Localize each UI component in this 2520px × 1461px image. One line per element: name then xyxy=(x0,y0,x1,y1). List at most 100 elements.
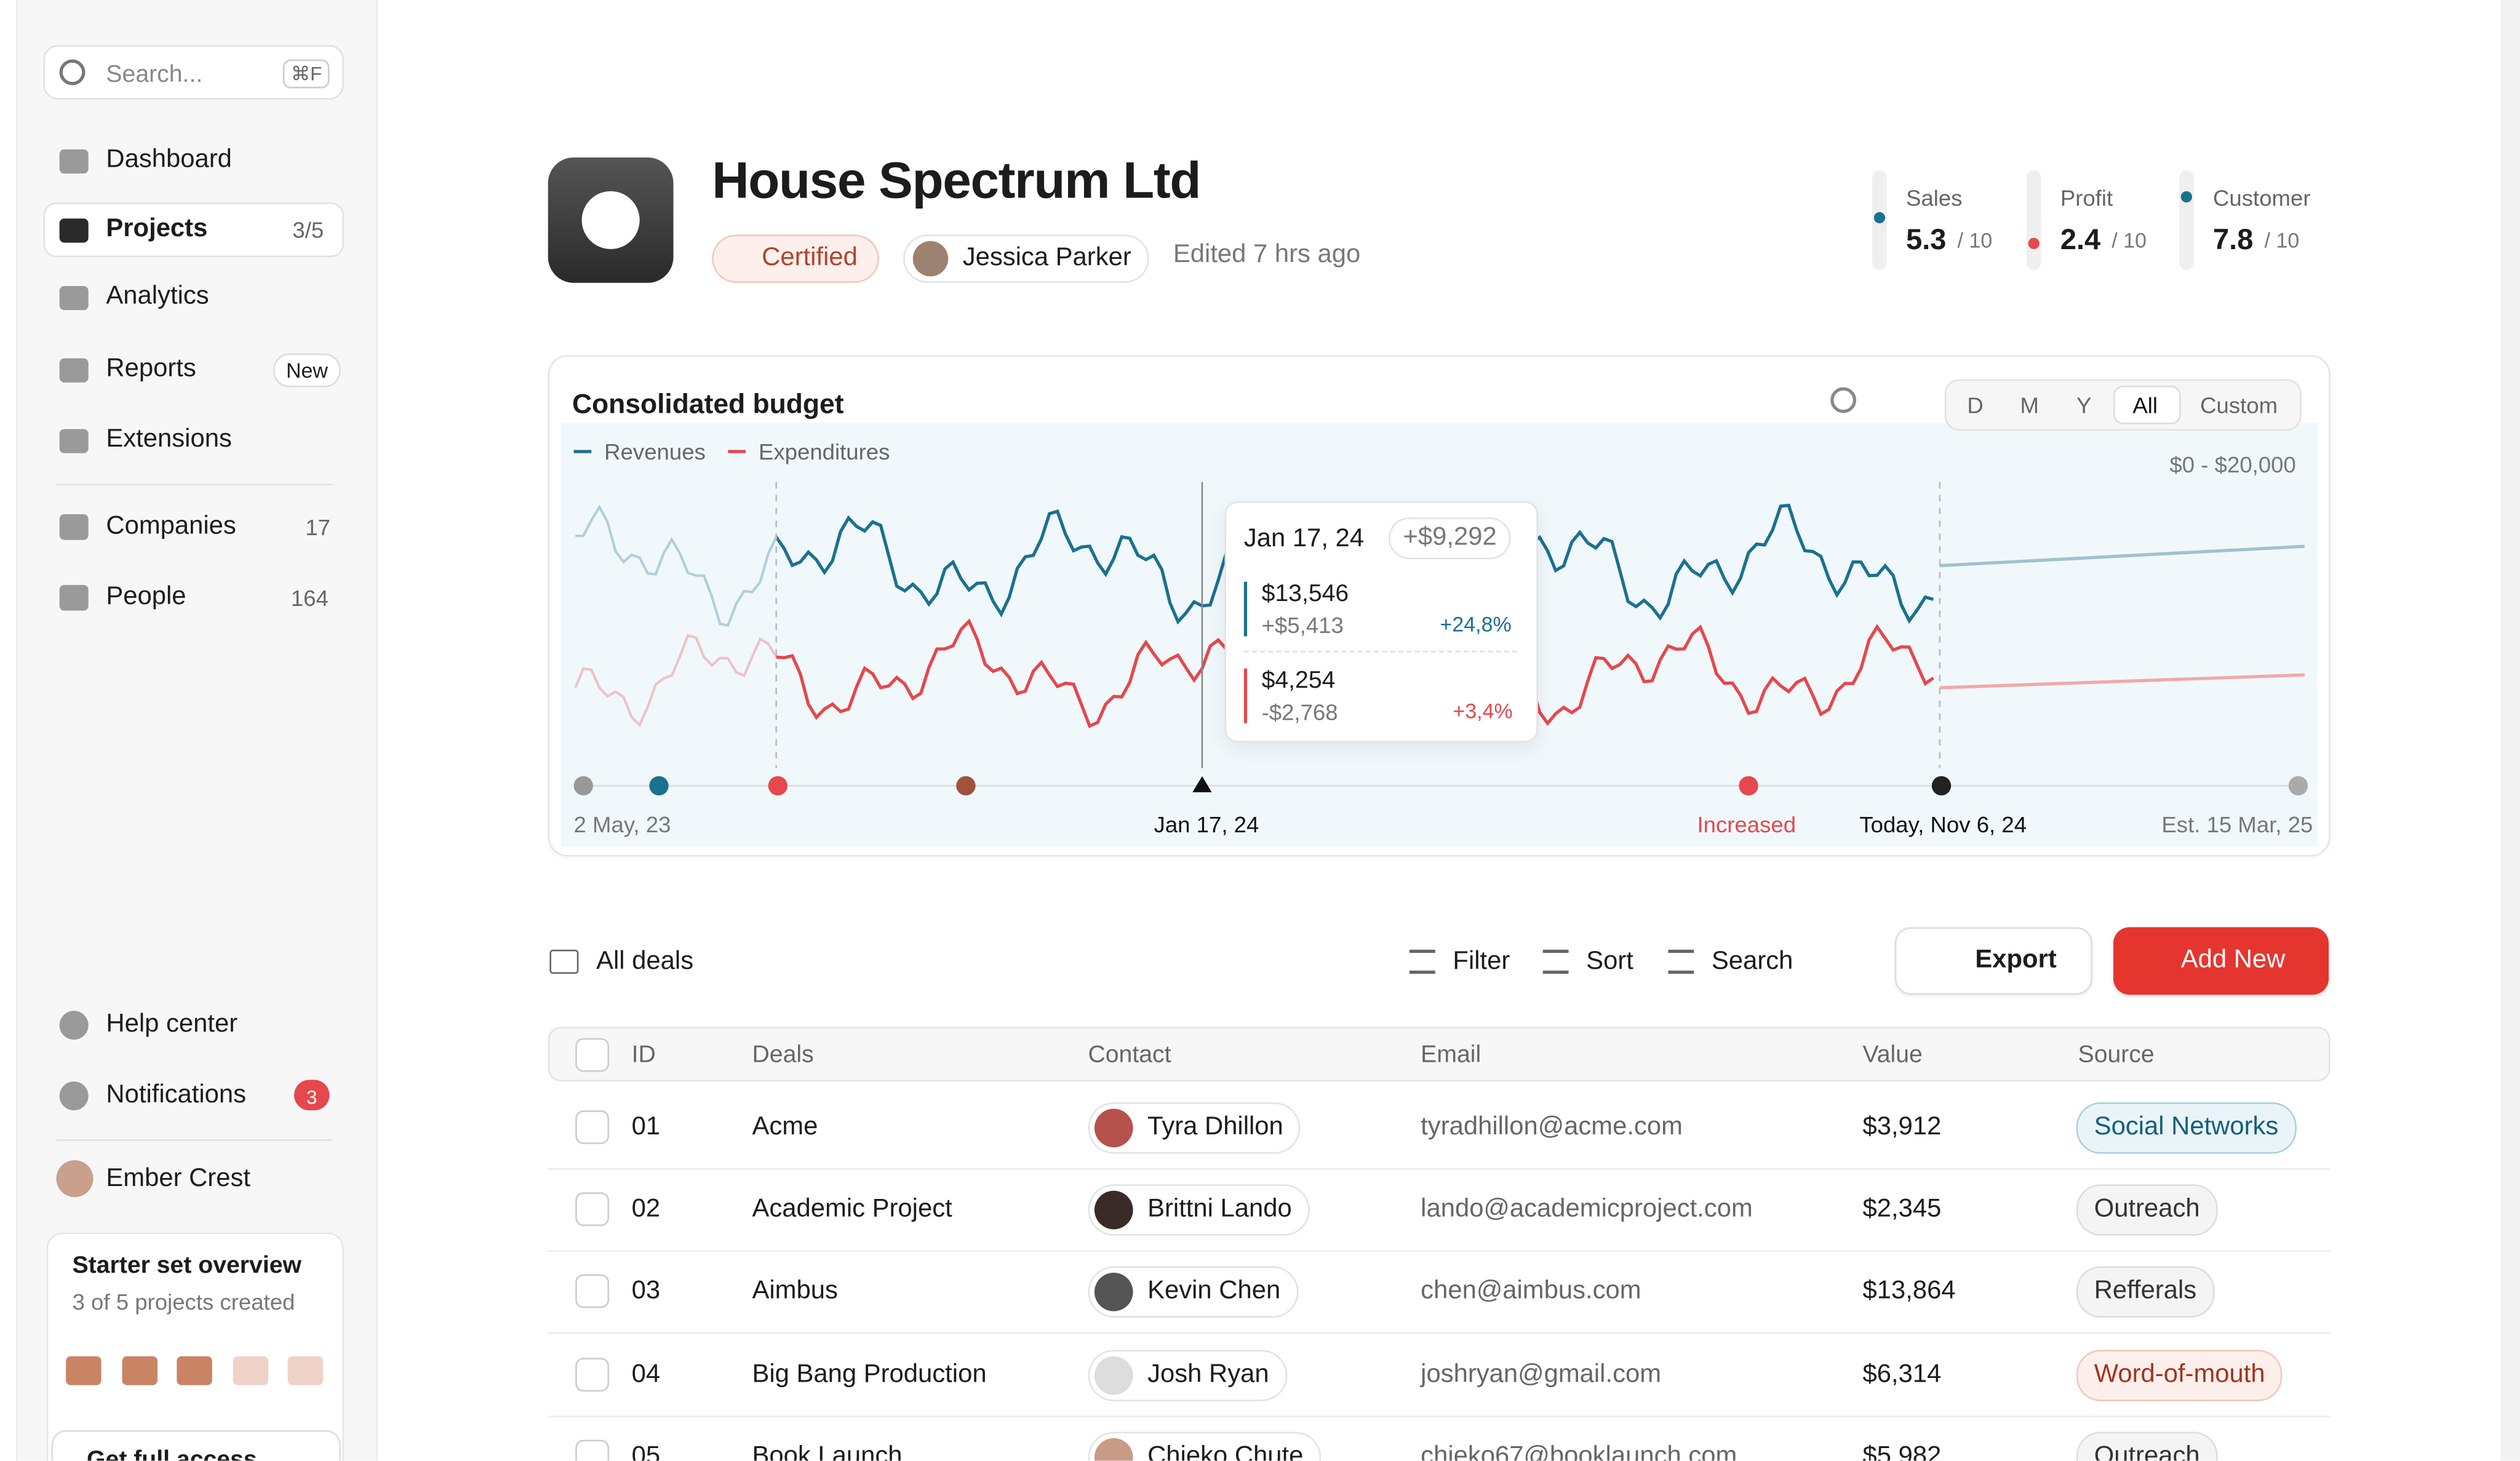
checkbox[interactable] xyxy=(575,1192,610,1227)
metric-label: Customer xyxy=(2212,185,2311,211)
toolbar-action[interactable]: Sort xyxy=(1586,948,1633,976)
legend-swatch xyxy=(573,450,592,453)
nav-icon xyxy=(59,584,89,611)
email: lando@academicproject.com xyxy=(1421,1195,1753,1224)
folder-icon xyxy=(232,1356,268,1385)
starter-title: Starter set overview xyxy=(72,1251,301,1280)
nav-label[interactable]: People xyxy=(106,583,186,611)
timeline-label: Jan 17, 24 xyxy=(1154,811,1259,837)
contact-pill[interactable]: Tyra Dhillon xyxy=(1088,1102,1301,1154)
toolbar-action[interactable]: Filter xyxy=(1453,948,1510,976)
source-tag: Word-of-mouth xyxy=(2076,1349,2283,1401)
row-divider xyxy=(548,1332,2331,1335)
deal-name: Acme xyxy=(752,1113,818,1141)
add-button[interactable] xyxy=(2113,927,2329,995)
range-label: $0 - $20,000 xyxy=(2169,452,2296,477)
deal-name: Academic Project xyxy=(752,1195,952,1224)
timeline-label: Increased xyxy=(1697,811,1796,837)
period-option[interactable]: Y xyxy=(2076,392,2092,418)
nav-label[interactable]: Notifications xyxy=(106,1081,247,1109)
budget-title: Consolidated budget xyxy=(572,389,844,420)
nav-label[interactable]: Help center xyxy=(106,1011,238,1038)
timeline-event xyxy=(1739,776,1758,796)
export-label: Export xyxy=(1975,946,2057,974)
nav-label[interactable]: Projects xyxy=(106,215,208,243)
checkbox[interactable] xyxy=(575,1357,610,1391)
nav-icon xyxy=(59,218,89,243)
timeline-cursor xyxy=(1192,776,1212,792)
tooltip-value: $4,254 xyxy=(1261,667,1336,695)
contact-avatar xyxy=(1094,1355,1133,1395)
contact-avatar xyxy=(1094,1109,1133,1148)
period-active xyxy=(2113,385,2181,424)
toolbar-action[interactable]: Search xyxy=(1711,948,1793,976)
nav-label[interactable]: Dashboard xyxy=(106,146,232,174)
certified-badge: Certified xyxy=(712,234,879,283)
timeline-event xyxy=(573,776,593,796)
nav-icon xyxy=(59,1081,89,1111)
timeline-label: Today, Nov 6, 24 xyxy=(1859,811,2027,837)
nav-active xyxy=(43,202,345,257)
projection xyxy=(1939,673,2305,690)
legend-label: Expenditures xyxy=(758,439,890,464)
timeline-event xyxy=(956,776,976,796)
user-name[interactable]: Ember Crest xyxy=(106,1164,250,1193)
period-option[interactable]: Custom xyxy=(2200,392,2278,418)
view-icon xyxy=(549,949,579,974)
add-label: Add New xyxy=(2180,946,2286,974)
action-icon xyxy=(1542,949,1569,974)
email: chieko67@booklaunch.com xyxy=(1421,1443,1737,1461)
nav-icon xyxy=(59,285,89,311)
row-id: 03 xyxy=(631,1278,661,1306)
checkbox[interactable] xyxy=(575,1110,610,1144)
refresh-icon[interactable] xyxy=(1830,387,1857,413)
period-option[interactable]: M xyxy=(2020,392,2040,418)
export-button[interactable] xyxy=(1894,927,2093,995)
tooltip-change: -$2,768 xyxy=(1261,699,1338,725)
nav-label[interactable]: Reports xyxy=(106,355,196,383)
metric-scale: / 10 xyxy=(2264,228,2300,253)
period-option[interactable]: All xyxy=(2132,392,2158,418)
divider xyxy=(56,484,333,485)
metric-label: Profit xyxy=(2060,185,2113,211)
column-header: Deals xyxy=(752,1041,814,1069)
nav-icon xyxy=(59,1011,89,1040)
checkbox[interactable] xyxy=(575,1275,610,1309)
scrollbar xyxy=(2500,0,2520,1461)
period-option[interactable]: D xyxy=(1967,392,1984,418)
source-tag: Outreach xyxy=(2076,1431,2218,1461)
contact-pill[interactable]: Kevin Chen xyxy=(1088,1267,1298,1319)
checkbox[interactable] xyxy=(575,1038,610,1072)
source-tag: Refferals xyxy=(2076,1267,2214,1319)
metric-value: 2.4 xyxy=(2060,223,2101,256)
metric-scale: / 10 xyxy=(1957,228,1993,253)
divider xyxy=(56,1139,333,1141)
nav-label[interactable]: Extensions xyxy=(106,426,232,453)
deal-name: Book Launch xyxy=(752,1443,903,1461)
row-id: 04 xyxy=(631,1360,661,1388)
cta-button[interactable] xyxy=(51,1430,341,1461)
tooltip-bar xyxy=(1243,668,1248,723)
legend-swatch xyxy=(728,450,746,453)
deal-value: $13,864 xyxy=(1862,1278,1956,1306)
view-selector[interactable]: All deals xyxy=(596,948,694,976)
nav-label[interactable]: Companies xyxy=(106,512,236,540)
starter-subtitle: 3 of 5 projects created xyxy=(72,1288,295,1315)
tooltip xyxy=(1224,501,1538,742)
deal-value: $2,345 xyxy=(1862,1195,1942,1224)
row-id: 01 xyxy=(631,1113,661,1141)
search-box[interactable] xyxy=(43,45,345,100)
checkbox[interactable] xyxy=(575,1439,610,1461)
nav-label[interactable]: Analytics xyxy=(106,282,209,311)
nav-icon xyxy=(59,514,89,540)
notification-badge: 3 xyxy=(294,1080,330,1111)
metric-dot xyxy=(1873,212,1886,225)
tooltip-divider xyxy=(1243,650,1517,653)
contact-avatar xyxy=(1094,1191,1133,1230)
column-header: ID xyxy=(631,1041,656,1069)
tooltip-delta: +$9,292 xyxy=(1388,517,1512,560)
email: tyradhillon@acme.com xyxy=(1421,1113,1683,1141)
legend-label: Revenues xyxy=(604,439,706,464)
